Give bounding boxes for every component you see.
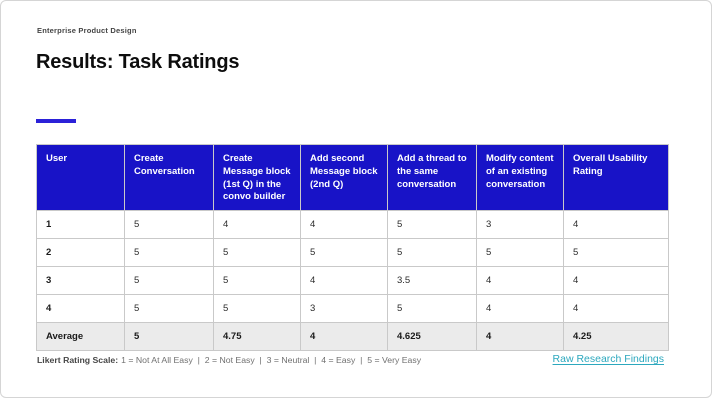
rating-cell: 4 — [563, 294, 669, 324]
rating-cell: 4 — [563, 266, 669, 296]
task-ratings-table: User Create Conversation Create Message bl… — [36, 143, 669, 352]
average-row: Average 5 4.75 4 4.625 4 4.25 — [36, 322, 669, 352]
likert-legend: Likert Rating Scale: 1 = Not At All Easy … — [37, 355, 421, 365]
rating-cell: 5 — [387, 238, 477, 268]
rating-cell: 4 — [300, 210, 388, 240]
likert-legend-label: Likert Rating Scale: — [37, 355, 119, 365]
rating-cell: 5 — [476, 238, 564, 268]
average-cell: 4.625 — [387, 322, 477, 352]
rating-cell: 5 — [124, 266, 214, 296]
rating-cell: 5 — [213, 266, 301, 296]
column-header: Overall Usability Rating — [563, 143, 669, 212]
rating-cell: 4 — [213, 210, 301, 240]
accent-line — [36, 119, 76, 123]
user-cell: 4 — [36, 294, 125, 324]
rating-cell: 3 — [476, 210, 564, 240]
rating-cell: 5 — [387, 294, 477, 324]
rating-cell: 5 — [563, 238, 669, 268]
rating-cell: 5 — [213, 294, 301, 324]
user-cell: 1 — [36, 210, 125, 240]
column-header: Create Conversation — [124, 143, 214, 212]
rating-cell: 4 — [300, 266, 388, 296]
rating-cell: 3.5 — [387, 266, 477, 296]
column-header: User — [36, 143, 125, 212]
column-header: Create Message block (1st Q) in the conv… — [213, 143, 301, 212]
rating-cell: 5 — [300, 238, 388, 268]
raw-research-findings-link[interactable]: Raw Research Findings — [552, 353, 664, 365]
average-cell: 5 — [124, 322, 214, 352]
rating-cell: 4 — [563, 210, 669, 240]
table-row: 3 5 5 4 3.5 4 4 — [36, 266, 669, 296]
column-header: Modify content of an existing conversati… — [476, 143, 564, 212]
average-row-label: Average — [36, 322, 125, 352]
user-cell: 3 — [36, 266, 125, 296]
rating-cell: 3 — [300, 294, 388, 324]
user-cell: 2 — [36, 238, 125, 268]
eyebrow-label: Enterprise Product Design — [37, 26, 137, 35]
average-cell: 4 — [476, 322, 564, 352]
rating-cell: 4 — [476, 294, 564, 324]
average-cell: 4 — [300, 322, 388, 352]
likert-scale-text: 1 = Not At All Easy | 2 = Not Easy | 3 =… — [121, 355, 422, 365]
column-header: Add a thread to the same conversation — [387, 143, 477, 212]
rating-cell: 5 — [387, 210, 477, 240]
column-header: Add second Message block (2nd Q) — [300, 143, 388, 212]
table-header-row: User Create Conversation Create Message bl… — [36, 143, 669, 212]
rating-cell: 5 — [124, 238, 214, 268]
page-title: Results: Task Ratings — [36, 51, 240, 73]
rating-cell: 5 — [124, 294, 214, 324]
average-cell: 4.25 — [563, 322, 669, 352]
rating-cell: 5 — [213, 238, 301, 268]
rating-cell: 5 — [124, 210, 214, 240]
average-cell: 4.75 — [213, 322, 301, 352]
rating-cell: 4 — [476, 266, 564, 296]
